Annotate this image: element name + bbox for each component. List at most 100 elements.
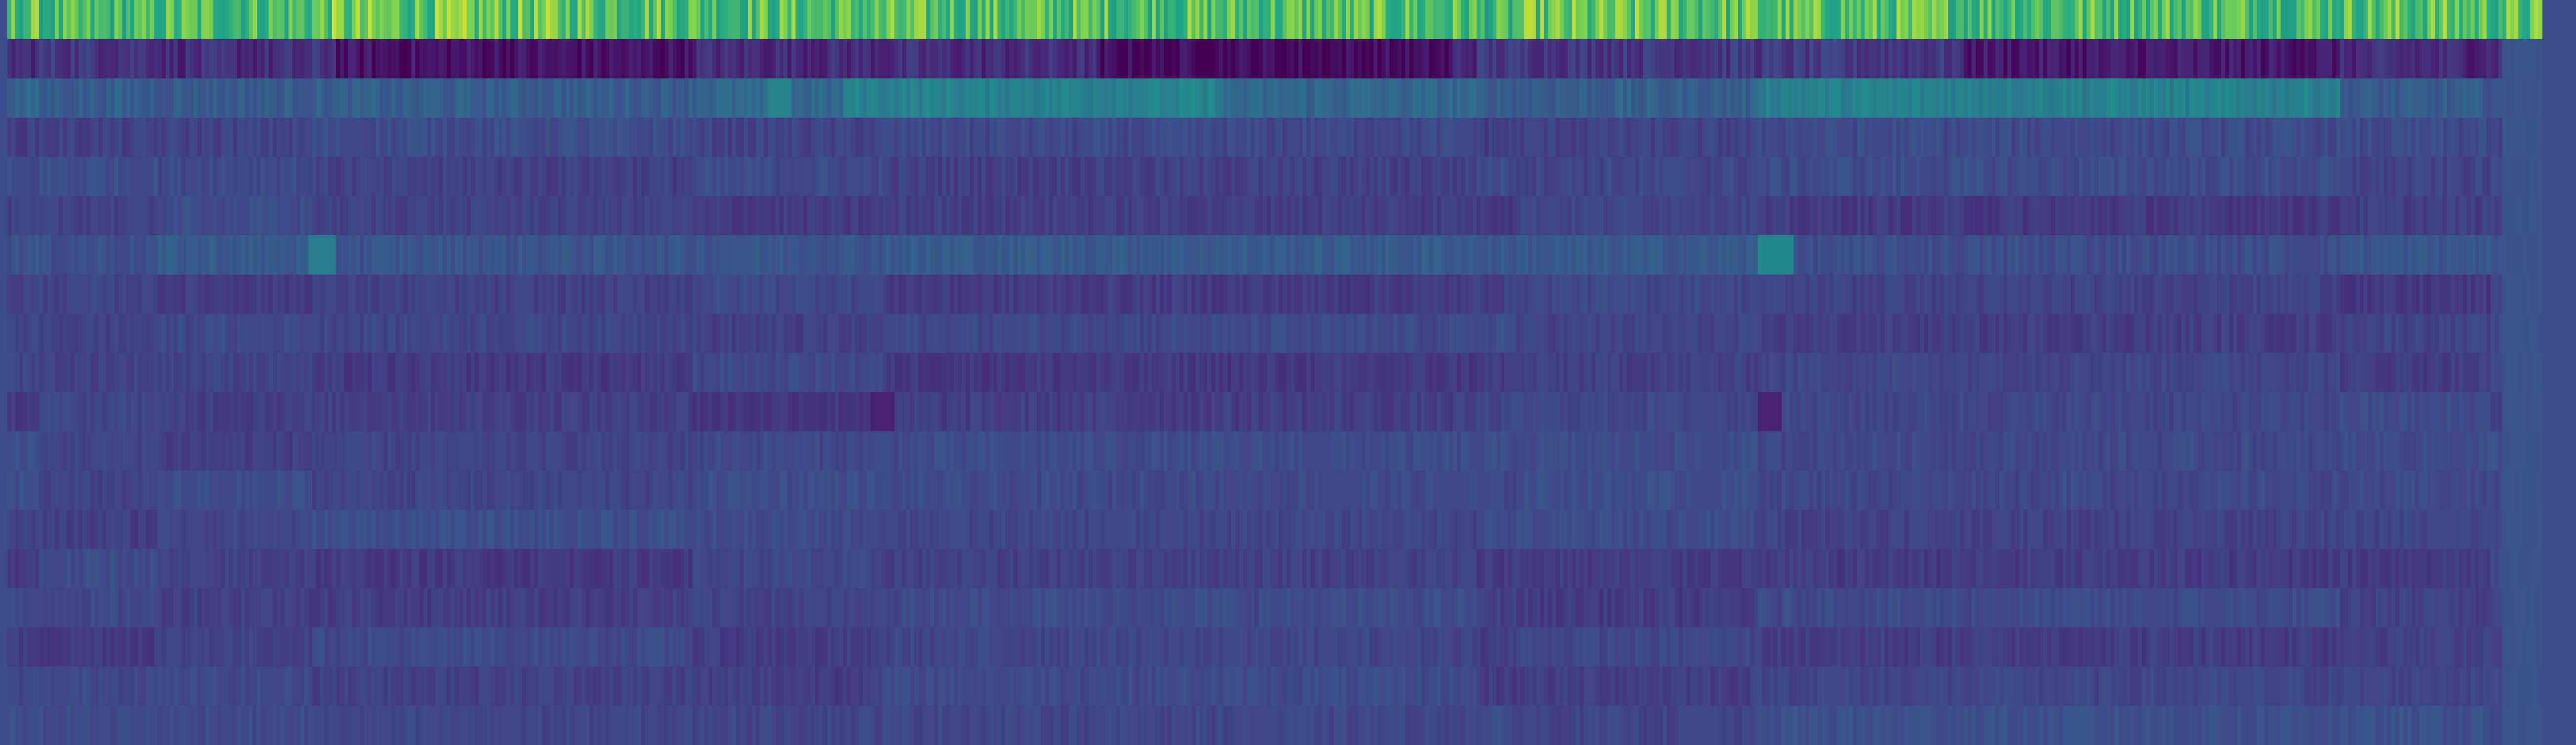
heatmap-cell [1294, 0, 1299, 40]
heatmap-cell [1239, 235, 1244, 275]
heatmap-cell [1746, 196, 1751, 236]
heatmap-cell [978, 0, 982, 40]
heatmap-cell [633, 0, 638, 40]
heatmap-cell [336, 118, 341, 157]
heatmap-cell [2185, 235, 2190, 275]
heatmap-cell [260, 274, 265, 314]
heatmap-cell [1757, 157, 1762, 197]
heatmap-cell [1587, 157, 1592, 197]
heatmap-cell [1457, 78, 1461, 118]
heatmap-cell [1876, 0, 1881, 40]
heatmap-cell [2074, 39, 2079, 79]
heatmap-cell [2042, 39, 2048, 79]
heatmap-cell [1686, 157, 1691, 197]
heatmap-cell [2015, 235, 2020, 275]
heatmap-cell [205, 235, 210, 275]
heatmap-cell [1979, 274, 1984, 314]
heatmap-cell [1623, 39, 1628, 79]
heatmap-cell [2534, 196, 2539, 236]
heatmap-cell [1726, 235, 1731, 275]
heatmap-cell [2193, 39, 2198, 79]
heatmap-cell [2019, 78, 2024, 118]
heatmap-cell [368, 118, 372, 157]
heatmap-cell [1009, 157, 1014, 197]
heatmap-cell [2288, 118, 2293, 157]
heatmap-cell [985, 0, 990, 40]
heatmap-cell [435, 157, 439, 197]
heatmap-cell [1290, 39, 1295, 79]
heatmap-cell [1140, 235, 1144, 275]
heatmap-cell [1619, 0, 1624, 40]
heatmap-cell [2086, 78, 2091, 118]
heatmap-cell [1409, 78, 1414, 118]
heatmap-cell [2292, 235, 2297, 275]
heatmap-cell [664, 118, 669, 157]
heatmap-cell [1251, 78, 1255, 118]
heatmap-cell [1528, 0, 1533, 40]
heatmap-cell [2051, 235, 2056, 275]
heatmap-cell [189, 39, 194, 79]
heatmap-cell [981, 0, 986, 40]
heatmap-cell [752, 274, 756, 314]
heatmap-cell [997, 78, 1002, 118]
heatmap-cell [447, 0, 451, 40]
heatmap-cell [2312, 196, 2317, 236]
heatmap-cell [2475, 118, 2479, 157]
heatmap-cell [1322, 157, 1327, 197]
heatmap-cell [1251, 235, 1255, 275]
heatmap-cell [1524, 39, 1529, 79]
heatmap-cell [451, 157, 456, 197]
heatmap-cell [740, 196, 744, 236]
heatmap-cell [2526, 157, 2530, 197]
heatmap-cell [930, 235, 935, 275]
heatmap-cell [934, 39, 938, 79]
heatmap-cell [934, 235, 938, 275]
heatmap-cell [74, 196, 79, 236]
heatmap-cell [419, 196, 424, 236]
heatmap-cell [1504, 196, 1509, 236]
heatmap-cell [562, 39, 566, 79]
heatmap-cell [2249, 196, 2253, 236]
heatmap-cell [1718, 157, 1723, 197]
heatmap-cell [637, 118, 642, 157]
heatmap-cell [209, 196, 214, 236]
heatmap-cell [562, 118, 566, 157]
heatmap-cell [764, 0, 768, 40]
heatmap-cell [1488, 0, 1493, 40]
heatmap-cell [2153, 0, 2159, 40]
heatmap-cell [2510, 118, 2515, 157]
heatmap-cell [201, 78, 206, 118]
heatmap-cell [2359, 39, 2364, 79]
heatmap-cell [1666, 0, 1671, 40]
heatmap-cell [1163, 235, 1168, 275]
heatmap-cell [875, 157, 879, 197]
heatmap-cell [906, 235, 911, 275]
heatmap-cell [645, 235, 650, 275]
heatmap-cell [403, 157, 408, 197]
heatmap-cell [562, 196, 566, 236]
heatmap-cell [1330, 196, 1335, 236]
heatmap-cell [482, 235, 487, 275]
heatmap-cell [1781, 274, 1786, 314]
heatmap-cell [2059, 157, 2063, 197]
heatmap-cell [855, 235, 859, 275]
heatmap-cell [1484, 157, 1489, 197]
heatmap-cell [1235, 157, 1240, 197]
heatmap-cell [906, 157, 911, 197]
heatmap-cell [1797, 78, 1802, 118]
heatmap-cell [1631, 78, 1636, 118]
heatmap-cell [1389, 78, 1394, 118]
heatmap-cell [700, 118, 705, 157]
heatmap-cell [747, 196, 753, 236]
heatmap-cell [550, 235, 554, 275]
heatmap-cell [981, 78, 986, 118]
heatmap-cell [704, 118, 709, 157]
heatmap-cell [870, 274, 875, 314]
heatmap-cell [843, 39, 847, 79]
heatmap-cell [1381, 118, 1386, 157]
heatmap-cell [2023, 235, 2028, 275]
heatmap-cell [2007, 78, 2012, 118]
heatmap-cell [2110, 235, 2115, 275]
heatmap-cell [1873, 196, 1877, 236]
heatmap-cell [1472, 39, 1477, 79]
